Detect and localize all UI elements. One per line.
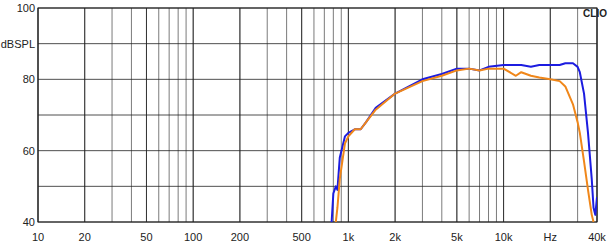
x-tick-label: 500 (292, 231, 310, 243)
y-grid (38, 79, 597, 80)
plot-frame (38, 8, 597, 222)
response-line (332, 63, 597, 222)
x-tick-label: 10 (32, 231, 44, 243)
y-grid (38, 186, 597, 187)
y-tick-label: 40 (23, 216, 35, 228)
plot-area (38, 8, 597, 222)
x-tick-label: 2k (389, 231, 401, 243)
series-group (332, 63, 597, 222)
x-tick-label: 40k (588, 231, 606, 243)
y-grid (38, 150, 597, 151)
y-tick-label: 80 (23, 73, 35, 85)
y-tick-label: dBSPL (1, 38, 35, 50)
y-tick-label: 100 (17, 2, 35, 14)
x-tick-label: 10k (495, 231, 513, 243)
y-grid (38, 115, 597, 116)
x-tick-label: 1k (343, 231, 355, 243)
y-grid (38, 43, 597, 44)
x-tick-label: 100 (184, 231, 202, 243)
x-tick-label: 20 (79, 231, 91, 243)
x-tick-label: Hz (544, 231, 557, 243)
chart: 10 20 50 100 200 500 1k 2k 5k 10k Hz 40k 40 60 80 dBSPL… (0, 0, 612, 246)
x-tick-label: 200 (231, 231, 249, 243)
response-line (336, 69, 594, 222)
x-tick-label: 50 (140, 231, 152, 243)
y-tick-label: 60 (23, 145, 35, 157)
x-tick-label: 5k (451, 231, 463, 243)
annotation: CLIO (583, 8, 607, 19)
